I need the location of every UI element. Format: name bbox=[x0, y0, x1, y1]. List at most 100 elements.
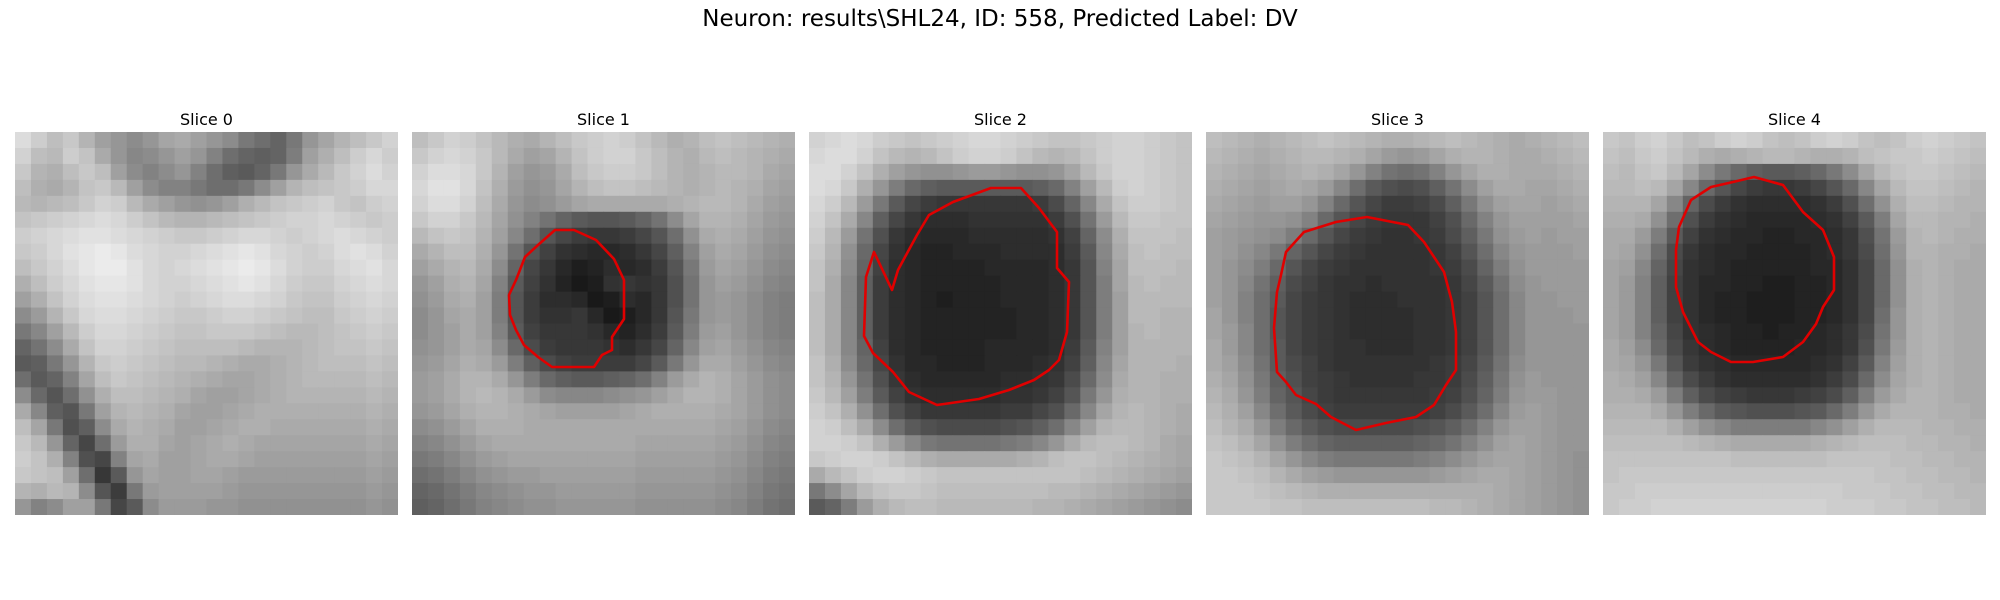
pixel-cell bbox=[1128, 227, 1145, 245]
pixel-cell bbox=[1826, 195, 1843, 213]
pixel-cell bbox=[1080, 132, 1097, 149]
pixel-cell bbox=[936, 132, 954, 149]
pixel-cell bbox=[1237, 371, 1255, 388]
pixel-cell bbox=[1922, 323, 1939, 341]
pixel-cell bbox=[459, 163, 477, 181]
pixel-cell bbox=[507, 467, 525, 484]
pixel-cell bbox=[1032, 132, 1049, 149]
pixel-cell bbox=[126, 339, 144, 357]
pixel-cell bbox=[286, 243, 303, 261]
pixel-cell bbox=[222, 387, 240, 404]
pixel-cell bbox=[30, 483, 48, 500]
pixel-cell bbox=[110, 451, 128, 468]
pixel-cell bbox=[174, 419, 192, 436]
pixel-cell bbox=[699, 419, 716, 436]
pixel-cell bbox=[952, 259, 970, 277]
pixel-cell bbox=[1096, 307, 1113, 325]
pixel-cell bbox=[238, 419, 255, 436]
pixel-cell bbox=[1112, 163, 1129, 181]
pixel-cell bbox=[1557, 132, 1574, 149]
pixel-cell bbox=[1666, 147, 1684, 165]
pixel-cell bbox=[46, 403, 64, 420]
pixel-cell bbox=[427, 403, 445, 420]
pixel-cell bbox=[30, 227, 48, 245]
pixel-cell bbox=[1618, 483, 1636, 500]
pixel-cell bbox=[1269, 323, 1287, 341]
pixel-cell bbox=[1794, 323, 1812, 341]
pixel-cell bbox=[94, 403, 112, 420]
pixel-cell bbox=[872, 275, 890, 293]
pixel-cell bbox=[366, 435, 383, 452]
pixel-cell bbox=[747, 243, 764, 261]
pixel-cell bbox=[15, 259, 32, 277]
pixel-cell bbox=[1206, 467, 1223, 484]
pixel-cell bbox=[699, 483, 716, 500]
pixel-cell bbox=[952, 355, 970, 372]
pixel-cell bbox=[1176, 147, 1192, 165]
pixel-cell bbox=[1698, 211, 1716, 229]
pixel-cell bbox=[1317, 323, 1335, 341]
pixel-cell bbox=[1730, 243, 1748, 261]
pixel-cell bbox=[302, 339, 319, 357]
pixel-cell bbox=[840, 419, 858, 436]
pixel-cell bbox=[651, 435, 668, 452]
pixel-cell bbox=[731, 499, 748, 515]
pixel-cell bbox=[667, 291, 684, 309]
pixel-cell bbox=[651, 323, 668, 341]
pixel-cell bbox=[1634, 195, 1652, 213]
pixel-cell bbox=[1285, 499, 1303, 515]
pixel-cell bbox=[1714, 467, 1732, 484]
pixel-cell bbox=[1906, 467, 1923, 484]
pixel-cell bbox=[1237, 419, 1255, 436]
pixel-cell bbox=[555, 451, 573, 468]
pixel-cell bbox=[667, 403, 684, 420]
pixel-cell bbox=[1397, 403, 1415, 420]
pixel-cell bbox=[459, 371, 477, 388]
pixel-cell bbox=[619, 355, 637, 372]
pixel-cell bbox=[1573, 371, 1589, 388]
pixel-cell bbox=[1746, 419, 1764, 436]
pixel-cell bbox=[78, 291, 96, 309]
pixel-cell bbox=[1429, 291, 1446, 309]
pixel-cell bbox=[904, 483, 922, 500]
pixel-cell bbox=[427, 499, 445, 515]
pixel-cell bbox=[651, 419, 668, 436]
pixel-cell bbox=[824, 435, 842, 452]
pixel-cell bbox=[1634, 163, 1652, 181]
pixel-cell bbox=[587, 499, 605, 515]
pixel-cell bbox=[1826, 435, 1843, 452]
pixel-cell bbox=[126, 291, 144, 309]
pixel-cell bbox=[872, 323, 890, 341]
pixel-cell bbox=[1826, 451, 1843, 468]
pixel-cell bbox=[190, 467, 208, 484]
pixel-cell bbox=[1938, 419, 1955, 436]
pixel-cell bbox=[635, 483, 652, 500]
pixel-cell bbox=[459, 243, 477, 261]
pixel-cell bbox=[1206, 355, 1223, 372]
pixel-cell bbox=[126, 435, 144, 452]
pixel-cell bbox=[763, 451, 780, 468]
pixel-cell bbox=[254, 499, 271, 515]
pixel-cell bbox=[1746, 355, 1764, 372]
pixel-cell bbox=[779, 227, 795, 245]
pixel-cell bbox=[1762, 291, 1780, 309]
pixel-cell bbox=[1557, 403, 1574, 420]
pixel-cell bbox=[1176, 483, 1192, 500]
pixel-cell bbox=[1954, 323, 1971, 341]
pixel-cell bbox=[254, 147, 271, 165]
pixel-cell bbox=[254, 323, 271, 341]
pixel-cell bbox=[334, 307, 351, 325]
pixel-cell bbox=[427, 371, 445, 388]
pixel-cell bbox=[1618, 291, 1636, 309]
pixel-cell bbox=[286, 371, 303, 388]
pixel-cell bbox=[1557, 371, 1574, 388]
pixel-cell bbox=[1128, 387, 1145, 404]
pixel-cell bbox=[1112, 483, 1129, 500]
pixel-cell bbox=[1618, 387, 1636, 404]
pixel-cell bbox=[254, 227, 271, 245]
pixel-cell bbox=[779, 195, 795, 213]
pixel-cell bbox=[190, 227, 208, 245]
pixel-cell bbox=[667, 307, 684, 325]
pixel-cell bbox=[190, 132, 208, 149]
pixel-cell bbox=[1541, 483, 1558, 500]
